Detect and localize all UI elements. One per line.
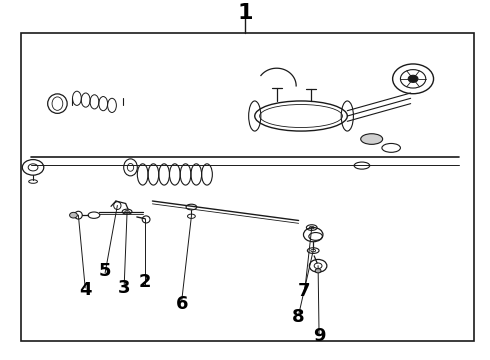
Text: 5: 5 — [99, 262, 111, 280]
Text: 1: 1 — [237, 3, 253, 23]
Circle shape — [408, 75, 418, 82]
Text: 2: 2 — [139, 274, 151, 292]
Text: 7: 7 — [298, 282, 311, 300]
Text: 9: 9 — [313, 327, 325, 345]
Circle shape — [70, 212, 77, 218]
Ellipse shape — [361, 134, 383, 144]
Text: 6: 6 — [175, 295, 188, 313]
Text: 8: 8 — [292, 308, 305, 326]
Bar — [21, 33, 474, 341]
Circle shape — [315, 269, 321, 273]
Text: 4: 4 — [79, 280, 92, 298]
Text: 3: 3 — [118, 279, 130, 297]
